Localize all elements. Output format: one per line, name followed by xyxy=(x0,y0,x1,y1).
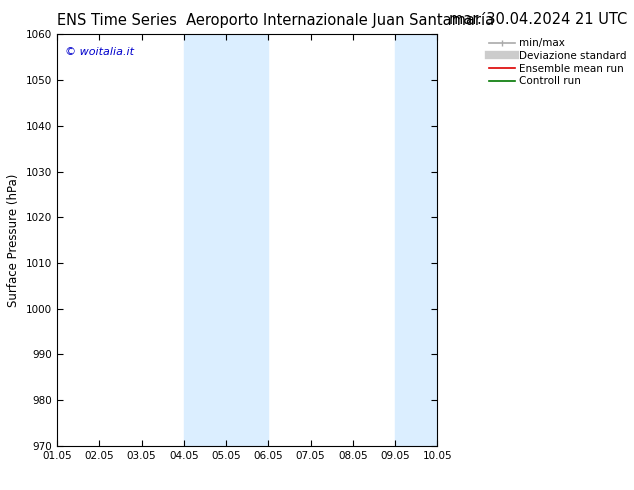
Y-axis label: Surface Pressure (hPa): Surface Pressure (hPa) xyxy=(8,173,20,307)
Bar xyxy=(395,34,437,446)
Text: © woitalia.it: © woitalia.it xyxy=(65,47,134,57)
Text: ENS Time Series  Aeroporto Internazionale Juan Santamaría: ENS Time Series Aeroporto Internazionale… xyxy=(57,12,494,28)
Legend: min/max, Deviazione standard, Ensemble mean run, Controll run: min/max, Deviazione standard, Ensemble m… xyxy=(485,34,631,91)
Text: mar. 30.04.2024 21 UTC: mar. 30.04.2024 21 UTC xyxy=(450,12,628,27)
Bar xyxy=(184,34,268,446)
